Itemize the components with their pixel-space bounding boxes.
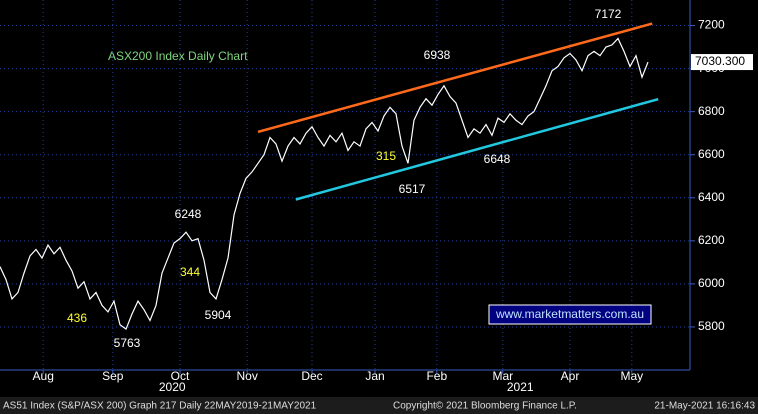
annotation: 5904 — [205, 308, 232, 322]
annotation: 436 — [67, 311, 87, 325]
x-year-label: 2020 — [159, 380, 186, 394]
x-tick-label: Mar — [492, 369, 513, 383]
x-tick-label: Aug — [33, 369, 54, 383]
annotation: 6648 — [484, 152, 511, 166]
annotation: 344 — [180, 265, 200, 279]
watermark-box — [488, 304, 652, 325]
x-tick-label: May — [620, 369, 643, 383]
watermark: www.marketmatters.com.au — [495, 307, 644, 321]
x-tick-label: Sep — [102, 369, 124, 383]
y-tick-label: 6600 — [698, 147, 725, 161]
x-tick-label: Oct — [171, 369, 190, 383]
annotation: 6517 — [399, 182, 426, 196]
price-line — [0, 37, 649, 331]
last-price-label: 7030.300 — [695, 54, 745, 68]
annotation: 6938 — [424, 48, 451, 62]
footer-center: Copyright© 2021 Bloomberg Finance L.P. — [393, 401, 577, 412]
y-tick-label: 7200 — [698, 18, 725, 32]
x-tick-label: Apr — [561, 369, 580, 383]
x-tick-label: Dec — [301, 369, 322, 383]
y-tick-label: 6400 — [698, 190, 725, 204]
chart-title: ASX200 Index Daily Chart — [108, 49, 248, 63]
footer-right: 21-May-2021 16:16:43 — [654, 401, 755, 412]
trend-line — [295, 97, 659, 201]
y-tick-label: 5800 — [698, 319, 725, 333]
x-year-label: 2021 — [507, 380, 534, 394]
annotation: 7172 — [595, 7, 622, 21]
annotation: 315 — [376, 149, 396, 163]
y-tick-label: 6800 — [698, 104, 725, 118]
x-tick-label: Nov — [237, 369, 258, 383]
last-price-box — [691, 54, 753, 71]
y-tick-label: 6200 — [698, 233, 725, 247]
trend-line — [257, 22, 653, 134]
annotation: 6248 — [175, 207, 202, 221]
x-tick-label: Feb — [426, 369, 447, 383]
y-tick-label: 6000 — [698, 276, 725, 290]
footer-left: AS51 Index (S&P/ASX 200) Graph 217 Daily… — [3, 401, 317, 412]
footer-bar — [0, 397, 758, 414]
x-tick-label: Jan — [365, 369, 384, 383]
annotation: 5763 — [114, 336, 141, 350]
